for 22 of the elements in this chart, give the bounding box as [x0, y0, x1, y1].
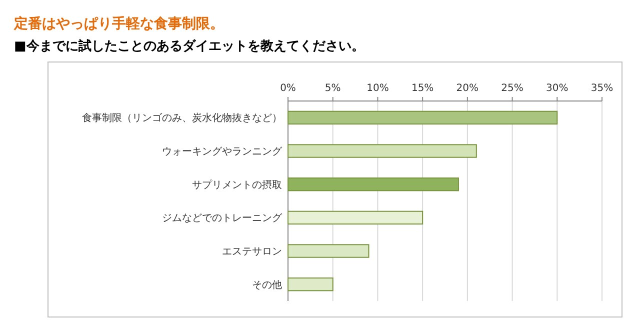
- x-tick-label: 20%: [456, 83, 479, 94]
- x-tick-label: 10%: [366, 83, 389, 94]
- x-tick-label: 5%: [324, 83, 341, 94]
- bar: [288, 110, 558, 124]
- x-tick-label: 0%: [280, 83, 296, 94]
- y-tick-label: 食事制限（リンゴのみ、炭水化物抜きなど）: [82, 112, 282, 124]
- text: 定番はやっぱり手軽な食事制限。: [13, 15, 224, 32]
- bar: [288, 210, 424, 224]
- y-tick-label: ジムなどでのトレーニング: [162, 213, 283, 224]
- bar: [288, 244, 370, 258]
- bar: [288, 278, 334, 292]
- bar: [288, 178, 459, 192]
- y-tick-label: ウォーキングやランニング: [162, 146, 283, 158]
- y-tick-label: サプリメントの摂取: [192, 178, 282, 191]
- y-tick-label: エステサロン: [222, 246, 282, 258]
- bar: [288, 144, 477, 158]
- y-tick-label: その他: [252, 278, 282, 291]
- x-tick-label: 30%: [546, 83, 568, 94]
- x-tick-label: 15%: [411, 83, 434, 94]
- x-tick-label: 35%: [590, 83, 614, 94]
- chart-subtitle: ■今までに試したことのあるダイエットを教えてください。: [14, 38, 364, 54]
- x-tick-label: 25%: [501, 83, 524, 94]
